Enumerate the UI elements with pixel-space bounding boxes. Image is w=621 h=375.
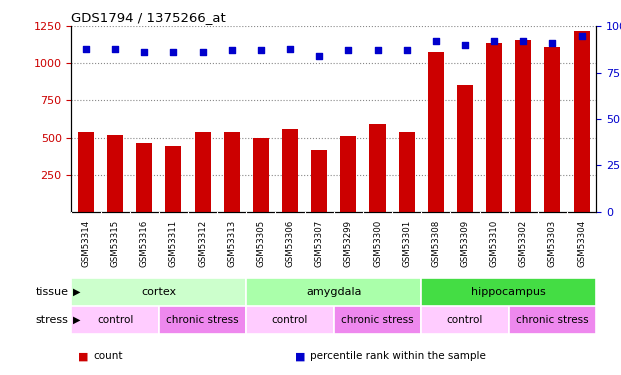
Bar xyxy=(311,150,327,212)
Text: GSM53300: GSM53300 xyxy=(373,220,382,267)
Bar xyxy=(159,306,247,334)
Point xyxy=(519,38,528,44)
Bar xyxy=(457,85,473,212)
Point xyxy=(110,45,120,51)
Text: ▶: ▶ xyxy=(73,286,80,297)
Text: control: control xyxy=(272,315,308,325)
Bar xyxy=(136,143,152,212)
Point xyxy=(197,49,207,55)
Point xyxy=(314,53,324,59)
Point xyxy=(489,38,499,44)
Bar xyxy=(224,132,240,212)
Bar xyxy=(509,306,596,334)
Text: GSM53307: GSM53307 xyxy=(315,220,324,267)
Bar xyxy=(253,138,269,212)
Text: GSM53309: GSM53309 xyxy=(461,220,469,267)
Bar xyxy=(165,146,181,212)
Bar xyxy=(282,129,298,212)
Point xyxy=(227,47,237,53)
Text: cortex: cortex xyxy=(142,286,176,297)
Bar xyxy=(369,124,386,212)
Text: GSM53301: GSM53301 xyxy=(402,220,411,267)
Text: GSM53306: GSM53306 xyxy=(286,220,294,267)
Text: hippocampus: hippocampus xyxy=(471,286,546,297)
Text: ▶: ▶ xyxy=(73,315,80,325)
Bar xyxy=(334,306,421,334)
Point xyxy=(402,47,412,53)
Text: GSM53312: GSM53312 xyxy=(198,220,207,267)
Bar xyxy=(399,132,415,212)
Text: amygdala: amygdala xyxy=(306,286,361,297)
Point xyxy=(285,45,295,51)
Text: GSM53308: GSM53308 xyxy=(432,220,440,267)
Text: tissue: tissue xyxy=(35,286,68,297)
Bar xyxy=(574,31,589,212)
Text: GSM53305: GSM53305 xyxy=(256,220,265,267)
Point xyxy=(168,49,178,55)
Bar xyxy=(515,40,532,212)
Text: chronic stress: chronic stress xyxy=(166,315,239,325)
Bar xyxy=(194,132,211,212)
Point xyxy=(577,33,587,39)
Text: GSM53310: GSM53310 xyxy=(489,220,499,267)
Bar xyxy=(71,278,247,306)
Point xyxy=(460,42,470,48)
Text: GDS1794 / 1375266_at: GDS1794 / 1375266_at xyxy=(71,11,226,24)
Text: GSM53316: GSM53316 xyxy=(140,220,149,267)
Point xyxy=(548,40,558,46)
Point xyxy=(81,45,91,51)
Text: chronic stress: chronic stress xyxy=(516,315,589,325)
Text: GSM53299: GSM53299 xyxy=(344,220,353,267)
Text: GSM53315: GSM53315 xyxy=(111,220,120,267)
Point xyxy=(343,47,353,53)
Text: count: count xyxy=(93,351,123,361)
Text: ■: ■ xyxy=(78,351,88,361)
Bar xyxy=(71,306,159,334)
Point xyxy=(256,47,266,53)
Point xyxy=(139,49,149,55)
Text: chronic stress: chronic stress xyxy=(341,315,414,325)
Text: GSM53314: GSM53314 xyxy=(81,220,91,267)
Text: control: control xyxy=(446,315,483,325)
Text: GSM53303: GSM53303 xyxy=(548,220,557,267)
Text: percentile rank within the sample: percentile rank within the sample xyxy=(310,351,486,361)
Bar xyxy=(421,278,596,306)
Text: GSM53313: GSM53313 xyxy=(227,220,236,267)
Text: GSM53311: GSM53311 xyxy=(169,220,178,267)
Text: control: control xyxy=(97,315,134,325)
Bar xyxy=(78,132,94,212)
Bar xyxy=(486,44,502,212)
Bar xyxy=(247,278,421,306)
Bar xyxy=(247,306,334,334)
Bar xyxy=(428,52,444,212)
Bar xyxy=(421,306,509,334)
Bar xyxy=(340,136,356,212)
Point xyxy=(373,47,383,53)
Text: GSM53302: GSM53302 xyxy=(519,220,528,267)
Bar xyxy=(545,47,560,212)
Point xyxy=(431,38,441,44)
Bar xyxy=(107,135,123,212)
Text: stress: stress xyxy=(35,315,68,325)
Text: GSM53304: GSM53304 xyxy=(577,220,586,267)
Text: ■: ■ xyxy=(295,351,306,361)
